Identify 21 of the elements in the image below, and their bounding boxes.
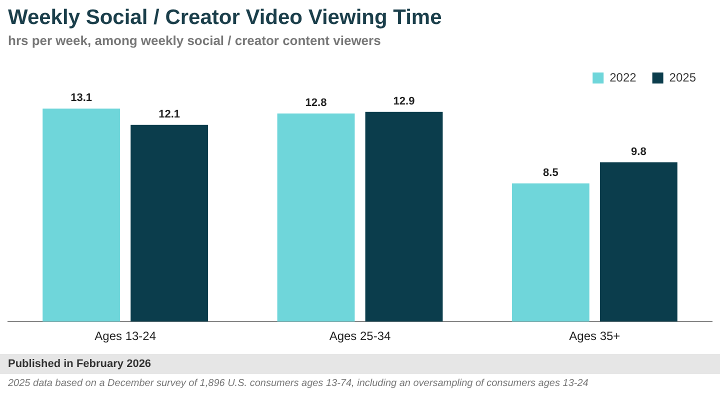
x-tick-label: Ages 35+ xyxy=(569,329,620,344)
bar xyxy=(130,124,208,322)
chart-subtitle: hrs per week, among weekly social / creator content viewers xyxy=(8,33,382,48)
legend-label: 2022 xyxy=(610,70,637,84)
text: Published in February 2026 xyxy=(0,354,720,374)
bar xyxy=(277,114,355,322)
x-tick-label: Ages 25-34 xyxy=(329,329,392,344)
x-tick-label: Ages 13-24 xyxy=(94,329,156,344)
data-label: 12.9 xyxy=(393,95,415,108)
data-label: 8.5 xyxy=(543,166,558,179)
bar xyxy=(42,108,120,322)
data-label: 12.8 xyxy=(305,97,327,110)
bar xyxy=(365,112,443,322)
data-label: 12.1 xyxy=(158,108,180,120)
chart-title: Weekly Social / Creator Video Viewing Time xyxy=(8,6,443,30)
data-label: 9.8 xyxy=(631,146,646,158)
text: 2025 data based on a December survey of 1,896 U.S. consumers ages 13-74, including an oversampling of consumers ages 13-24 xyxy=(7,377,590,389)
legend-label: 2025 xyxy=(669,70,696,84)
bar xyxy=(512,183,590,322)
data-label: 13.1 xyxy=(70,92,92,104)
bar xyxy=(600,162,678,322)
